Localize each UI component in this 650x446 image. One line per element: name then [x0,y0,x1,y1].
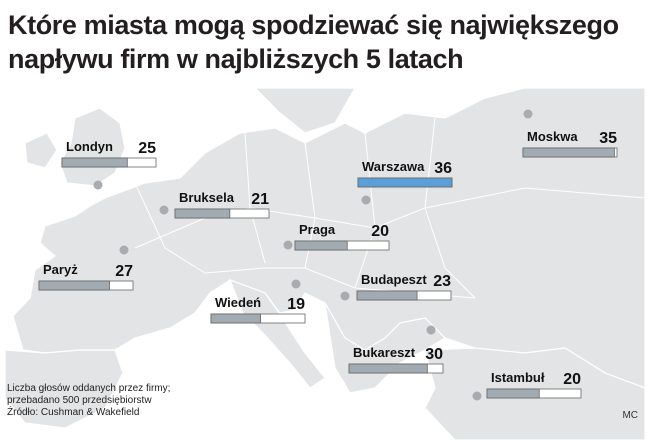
bar-istambul [486,388,540,399]
value-label-wieden: 19 [287,296,305,313]
city-label-bruksela: Bruksela [179,190,235,205]
city-bars [38,147,618,399]
value-label-budapeszt: 23 [433,273,451,290]
value-label-bukareszt: 30 [425,346,443,363]
city-dot-bukareszt [426,325,436,335]
bar-moskwa [522,147,615,158]
city-label-paryz: Paryż [43,262,78,277]
city-label-budapeszt: Budapeszt [361,272,427,287]
city-label-londyn: Londyn [66,139,113,154]
ireland-shape [24,132,58,169]
source-note: Liczba głosów oddanych przez firmy; prze… [7,383,170,419]
bar-bukareszt [348,363,428,374]
city-dot-warszawa [361,195,371,205]
value-label-warszawa: 36 [434,160,452,177]
value-label-praga: 20 [371,223,389,240]
value-label-moskwa: 35 [599,130,617,147]
city-labels: Warszawa 36 Moskwa 35 Bukareszt 30 Paryż 27 Lond… [43,129,617,388]
value-label-paryz: 27 [115,263,133,280]
bar-paryz [38,280,110,291]
note-line-source: Źródło: Cushman & Wakefield [7,407,140,418]
bar-wieden [210,313,262,324]
city-label-istambul: Istambuł [491,370,545,385]
value-label-bruksela: 21 [251,191,269,208]
city-dot-praga [283,240,293,250]
city-dot-istambul [472,391,482,401]
value-label-istambul: 20 [563,371,581,388]
city-dot-budapeszt [340,291,350,301]
city-dot-moskwa [523,109,533,119]
city-dots [93,109,533,401]
city-label-wieden: Wiedeń [215,295,261,310]
note-line-sample: przebadano 500 przedsiębiorstw [7,395,152,406]
author-credit: MC [622,410,638,421]
scandinavia-shape [205,88,356,134]
note-line-votes: Liczba głosów oddanych przez firmy; [7,383,171,394]
city-label-bukareszt: Bukareszt [353,345,416,360]
city-label-praga: Praga [299,222,336,237]
bar-budapeszt [356,290,418,301]
city-dot-londyn [93,180,103,190]
bar-bruksela [174,208,231,219]
city-dot-paryz [119,245,129,255]
europe-map-chart: Warszawa 36 Moskwa 35 Bukareszt 30 Paryż 27 Lond… [5,88,645,440]
chart-title: Które miasta mogą spodziewać się najwięk… [8,10,619,74]
city-label-warszawa: Warszawa [362,159,425,174]
value-label-londyn: 25 [138,140,156,157]
city-dot-wieden [291,279,301,289]
city-label-moskwa: Moskwa [527,129,578,144]
iberia-shape [5,349,124,429]
bar-warszawa [357,177,453,188]
city-dot-bruksela [159,205,169,215]
bar-londyn [61,157,128,168]
bar-praga [294,240,348,251]
map-background [5,88,645,440]
